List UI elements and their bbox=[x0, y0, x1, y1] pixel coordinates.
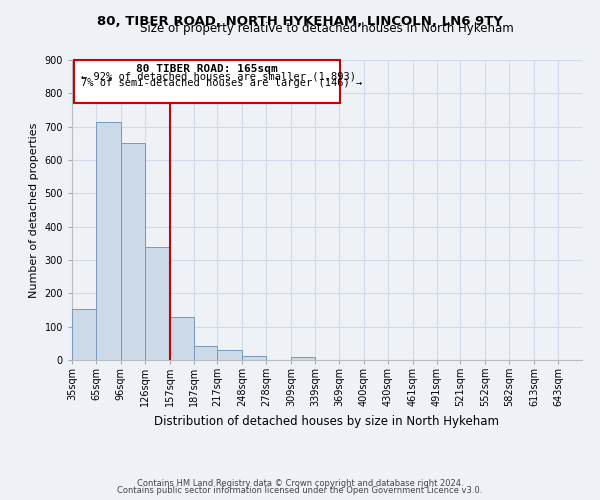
Title: Size of property relative to detached houses in North Hykeham: Size of property relative to detached ho… bbox=[140, 22, 514, 35]
Bar bbox=[194, 346, 217, 360]
Bar bbox=[121, 143, 145, 360]
Text: ← 92% of detached houses are smaller (1,893): ← 92% of detached houses are smaller (1,… bbox=[81, 72, 356, 82]
Text: 7% of semi-detached houses are larger (146) →: 7% of semi-detached houses are larger (1… bbox=[81, 78, 362, 88]
Bar bbox=[170, 316, 194, 360]
Text: 80 TIBER ROAD: 165sqm: 80 TIBER ROAD: 165sqm bbox=[136, 64, 278, 74]
Text: Contains HM Land Registry data © Crown copyright and database right 2024.: Contains HM Land Registry data © Crown c… bbox=[137, 478, 463, 488]
Bar bbox=[145, 246, 170, 360]
Text: 80, TIBER ROAD, NORTH HYKEHAM, LINCOLN, LN6 9TY: 80, TIBER ROAD, NORTH HYKEHAM, LINCOLN, … bbox=[97, 15, 503, 28]
X-axis label: Distribution of detached houses by size in North Hykeham: Distribution of detached houses by size … bbox=[155, 415, 499, 428]
Bar bbox=[72, 310, 96, 360]
Text: Contains public sector information licensed under the Open Government Licence v3: Contains public sector information licen… bbox=[118, 486, 482, 495]
Bar bbox=[242, 356, 266, 360]
Bar bbox=[291, 358, 315, 360]
Y-axis label: Number of detached properties: Number of detached properties bbox=[29, 122, 39, 298]
Bar bbox=[96, 122, 121, 360]
Bar bbox=[74, 60, 340, 104]
Bar bbox=[217, 350, 242, 360]
